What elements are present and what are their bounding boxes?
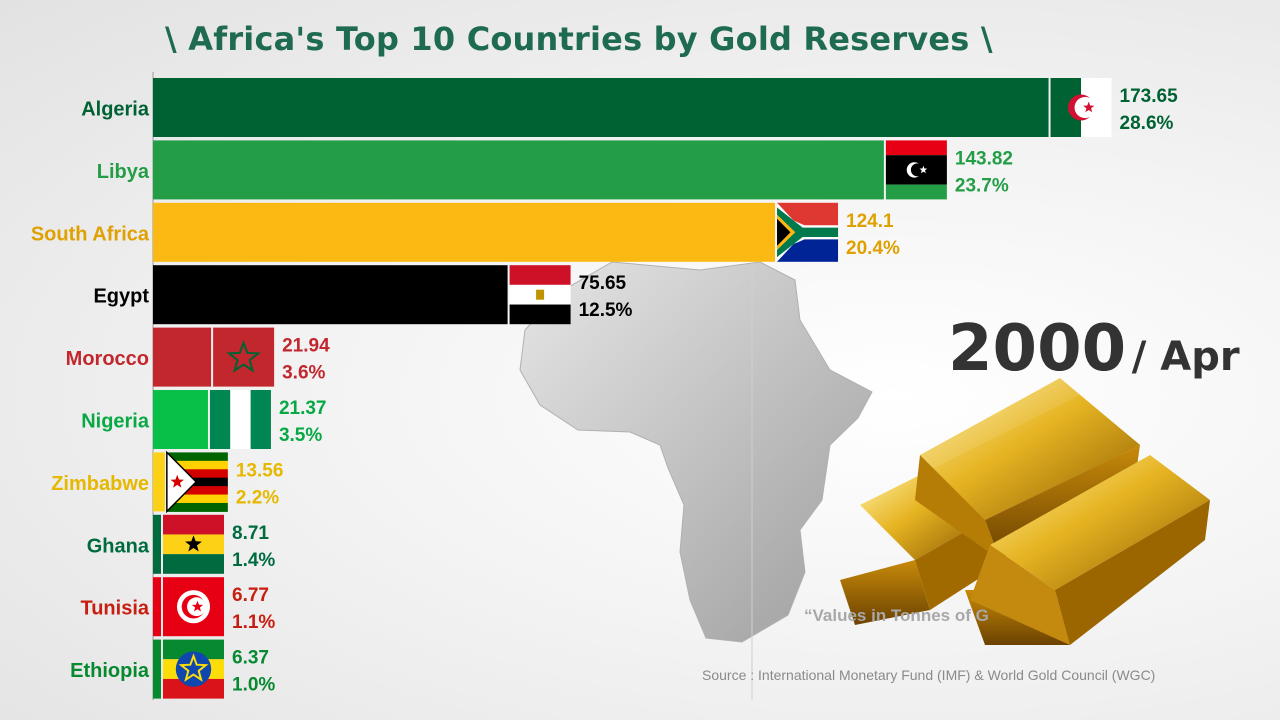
bar [153, 452, 165, 512]
bar-row: Egypt 75.65 12.5% [93, 265, 633, 325]
ethiopia-flag-icon [163, 639, 224, 699]
bar-row: Zimbabwe 13.56 2.2% [51, 450, 284, 514]
value-label: 143.82 [955, 148, 1013, 169]
value-label: 124.1 [846, 211, 894, 232]
chart-title: \ Africa's Top 10 Countries by Gold Rese… [165, 20, 993, 58]
category-label: Ethiopia [70, 660, 150, 682]
value-label: 173.65 [1120, 86, 1179, 107]
bar-row: Ethiopia 6.37 1.0% [70, 639, 275, 699]
morocco-flag-icon [213, 327, 275, 387]
value-label: 13.56 [236, 460, 284, 481]
category-label: Algeria [81, 99, 150, 121]
south-africa-flag-icon [777, 202, 839, 262]
algeria-flag-icon [1050, 78, 1112, 137]
units-note: “Values in Tonnes of G [804, 606, 989, 625]
share-label: 1.4% [232, 550, 275, 571]
bar [153, 577, 161, 637]
egypt-flag-icon [509, 265, 571, 325]
category-label: Tunisia [80, 598, 149, 620]
category-label: Nigeria [81, 411, 150, 433]
category-label: Zimbabwe [51, 473, 149, 495]
category-label: Ghana [87, 535, 150, 557]
africa-map-image [519, 261, 873, 643]
value-label: 6.77 [232, 585, 269, 606]
bar [153, 140, 884, 200]
bar-row: Libya 143.82 23.7% [97, 140, 1013, 200]
share-label: 20.4% [846, 238, 900, 259]
share-label: 12.5% [579, 300, 633, 321]
value-label: 75.65 [579, 273, 627, 294]
bar [153, 327, 212, 387]
zimbabwe-flag-icon [166, 450, 228, 514]
bar-row: Morocco 21.94 3.6% [66, 327, 330, 387]
period-separator: / [1131, 334, 1147, 380]
value-label: 21.94 [282, 336, 330, 357]
share-label: 3.6% [282, 363, 325, 384]
category-label: Morocco [66, 348, 149, 370]
bar-row: Nigeria 21.37 3.5% [81, 390, 327, 449]
bar [153, 202, 776, 262]
value-label: 21.37 [279, 398, 327, 419]
value-label: 6.37 [232, 648, 269, 669]
year-label: 2000 [948, 312, 1127, 386]
bar [153, 390, 208, 449]
category-label: South Africa [31, 223, 150, 245]
share-label: 1.1% [232, 612, 275, 633]
bar [153, 78, 1049, 137]
tunisia-flag-icon [163, 577, 224, 637]
ghana-flag-icon [163, 514, 224, 574]
bar [153, 514, 161, 574]
share-label: 2.2% [236, 487, 279, 508]
value-label: 8.71 [232, 523, 269, 544]
libya-flag-icon [885, 140, 947, 200]
category-label: Libya [97, 161, 150, 183]
nigeria-flag-icon [209, 390, 271, 449]
gold-bars-image [840, 378, 1210, 645]
share-label: 28.6% [1120, 113, 1174, 134]
category-label: Egypt [93, 286, 149, 308]
share-label: 3.5% [279, 425, 322, 446]
bar-row: Ghana 8.71 1.4% [87, 514, 275, 574]
bar-row: Tunisia 6.77 1.1% [80, 577, 275, 637]
month-label: Apr [1160, 334, 1240, 380]
share-label: 23.7% [955, 175, 1009, 196]
bar [153, 265, 508, 325]
period-label: 2000 / Apr [948, 312, 1240, 386]
bar [153, 639, 161, 699]
source-caption: Source : International Monetary Fund (IM… [702, 667, 1156, 683]
share-label: 1.0% [232, 675, 275, 696]
bar-row: Algeria 173.65 28.6% [81, 78, 1178, 137]
bar-row: South Africa 124.1 20.4% [31, 202, 900, 262]
